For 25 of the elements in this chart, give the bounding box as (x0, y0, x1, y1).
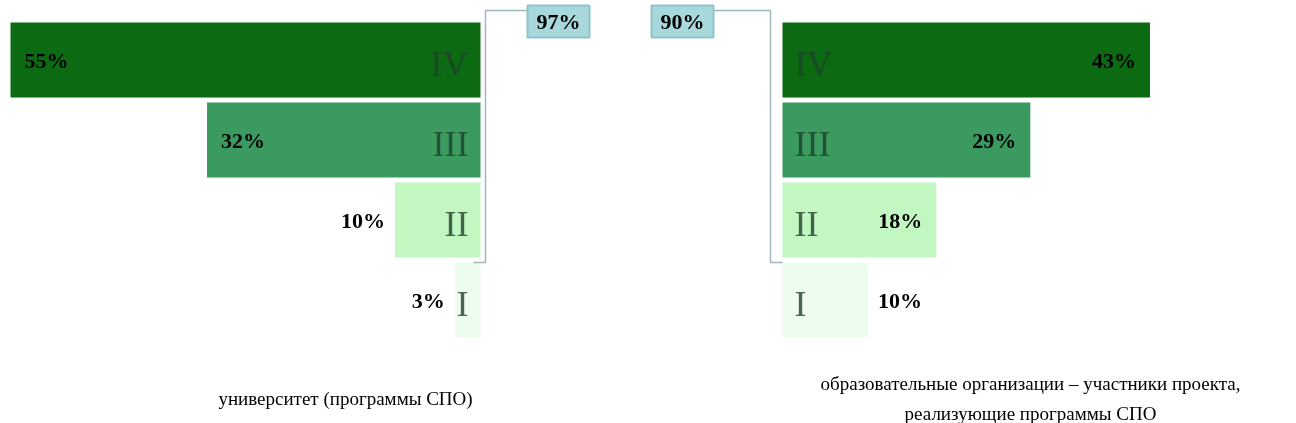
bar (782, 22, 1150, 98)
data-label: 29% (972, 127, 1017, 153)
y-tick-label: II (794, 204, 819, 244)
data-label: 10% (341, 207, 386, 233)
data-label: 3% (411, 287, 445, 313)
data-label: 43% (1091, 47, 1136, 73)
bar (395, 182, 481, 258)
bar (207, 102, 481, 178)
x-axis-title: университет (программы СПО) (218, 388, 473, 410)
bar (782, 182, 937, 258)
bar (10, 22, 481, 98)
y-tick-label: I (456, 284, 469, 324)
y-tick-label: I (794, 284, 807, 324)
y-tick-label: III (794, 124, 831, 164)
text: 97% (536, 9, 581, 34)
data-label: 10% (877, 287, 922, 313)
bar (782, 262, 868, 338)
data-label: 55% (24, 47, 69, 73)
y-tick-label: II (444, 204, 469, 244)
text: 90% (660, 9, 705, 34)
data-label: 32% (221, 127, 266, 153)
data-label: 18% (878, 207, 923, 233)
bar (782, 102, 1031, 178)
bar (454, 262, 481, 338)
y-tick-label: III (432, 124, 469, 164)
